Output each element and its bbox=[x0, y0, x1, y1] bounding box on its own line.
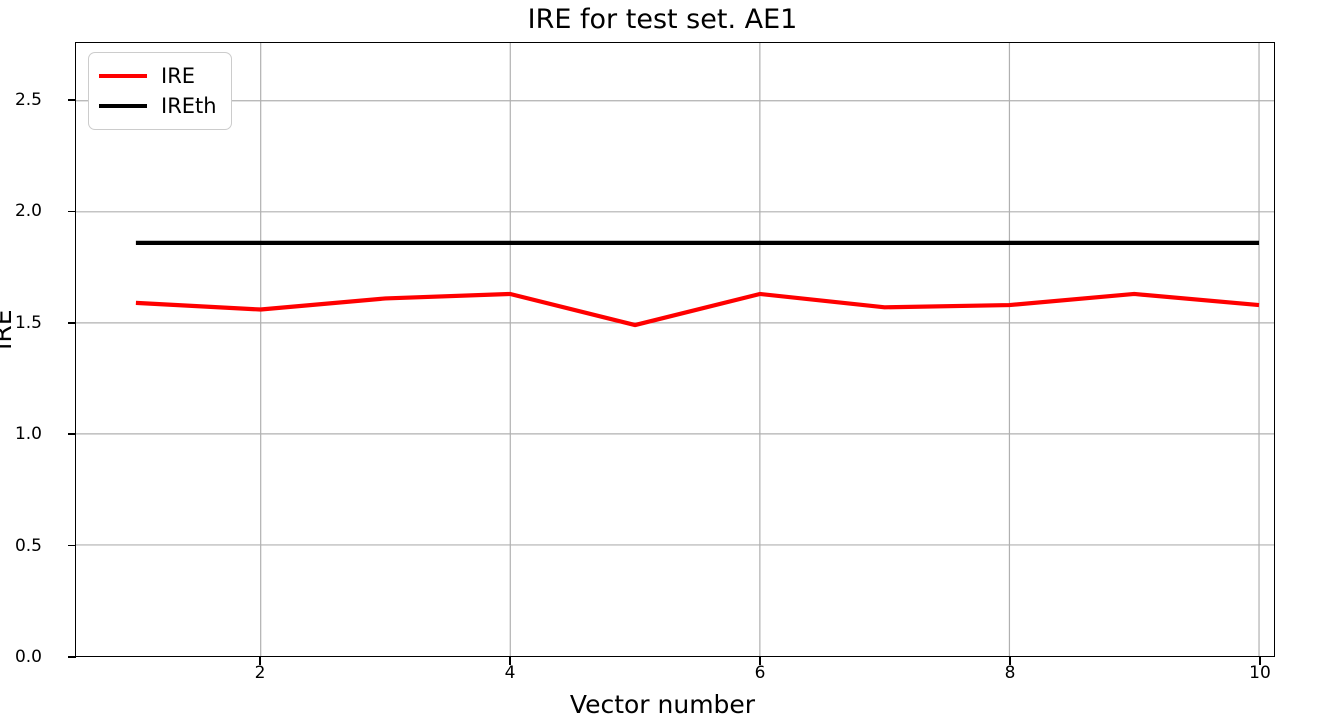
x-axis-label: Vector number bbox=[569, 690, 756, 719]
y-tick-label: 1.0 bbox=[14, 424, 42, 445]
legend-line-swatch bbox=[99, 104, 147, 108]
y-tick-label: 2.5 bbox=[14, 89, 42, 110]
y-tick-mark bbox=[68, 433, 76, 435]
chart-title: IRE for test set. AE1 bbox=[527, 4, 798, 35]
plot-area bbox=[75, 42, 1275, 657]
x-tick-label: 6 bbox=[754, 663, 766, 683]
x-tick-label: 4 bbox=[504, 663, 516, 683]
legend-entry-ireth[interactable]: IREth bbox=[99, 91, 217, 121]
x-tick-label: 2 bbox=[254, 663, 266, 683]
y-tick-label: 1.5 bbox=[14, 312, 42, 333]
legend-label: IRE bbox=[161, 64, 196, 88]
x-tick-label: 8 bbox=[1004, 663, 1016, 683]
chart-legend: IRE IREth bbox=[88, 52, 232, 130]
x-tick-mark bbox=[1259, 657, 1261, 665]
x-tick-mark bbox=[759, 657, 761, 665]
x-tick-mark bbox=[259, 657, 261, 665]
x-tick-mark bbox=[1009, 657, 1011, 665]
legend-label: IREth bbox=[161, 94, 217, 118]
y-tick-label: 2.0 bbox=[14, 201, 42, 222]
legend-line-swatch bbox=[99, 74, 147, 78]
plot-canvas bbox=[76, 43, 1274, 656]
y-tick-mark bbox=[68, 210, 76, 213]
series-line-ire bbox=[135, 291, 1260, 328]
y-tick-mark bbox=[68, 656, 76, 658]
y-tick-mark bbox=[68, 544, 76, 547]
y-tick-label: 0.5 bbox=[14, 535, 42, 556]
y-tick-mark bbox=[68, 99, 76, 101]
x-tick-label: 10 bbox=[1249, 663, 1271, 683]
legend-entry-ire[interactable]: IRE bbox=[99, 61, 217, 91]
x-tick-mark bbox=[509, 657, 511, 665]
y-tick-label: 0.0 bbox=[14, 647, 42, 667]
y-axis-label: IRE bbox=[0, 309, 17, 350]
y-tick-mark bbox=[68, 321, 76, 324]
